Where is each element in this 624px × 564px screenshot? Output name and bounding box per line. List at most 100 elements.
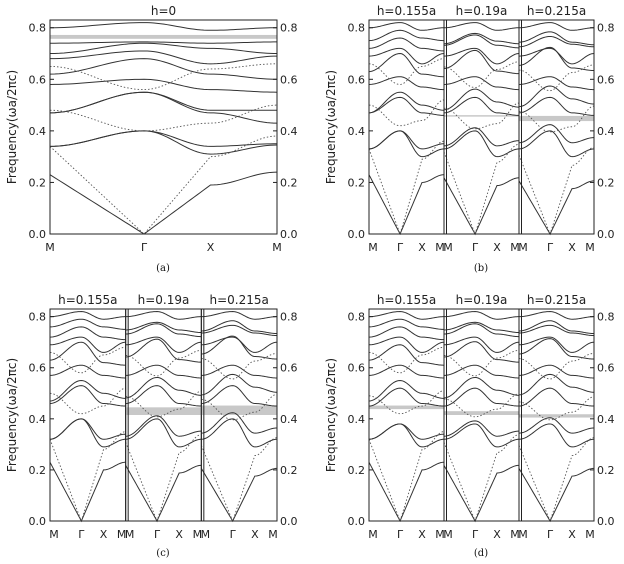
x-tick-label: M	[443, 528, 453, 541]
y-tick-label-right: 0.4	[280, 125, 298, 138]
y-tick-label-right: 0.6	[597, 73, 615, 86]
band-line	[368, 318, 445, 330]
subplot-title: h=0.215a	[527, 4, 586, 18]
subplot-title: h=0.19a	[456, 4, 508, 18]
band-line	[125, 349, 202, 377]
band-line	[125, 336, 202, 353]
band-line	[443, 423, 520, 448]
band-line	[368, 423, 445, 440]
band-line	[49, 42, 278, 55]
band-line	[200, 467, 278, 523]
x-tick-label: X	[418, 241, 426, 254]
band-line	[368, 91, 445, 114]
y-tick-label: 0.4	[348, 413, 366, 426]
y-tick-label: 0.0	[348, 228, 366, 241]
subplot-frame	[518, 19, 595, 235]
y-tick-label: 0.8	[348, 311, 366, 324]
y-tick-label-right: 0.8	[597, 311, 615, 324]
band-line	[368, 174, 445, 236]
band-line	[443, 336, 520, 353]
x-tick-label: M	[435, 241, 445, 254]
band-line	[49, 431, 126, 523]
band-line	[49, 171, 278, 235]
band-line	[368, 346, 445, 374]
y-tick-label: 0.4	[29, 413, 47, 426]
y-tick-label-right: 0.2	[597, 464, 615, 477]
band-line	[49, 380, 126, 402]
subplot-frame	[518, 308, 595, 522]
band-line	[518, 417, 595, 434]
band-line	[49, 341, 126, 366]
band-line	[443, 464, 520, 523]
band-line	[518, 35, 595, 48]
x-tick-label: M	[435, 528, 445, 541]
band-line	[368, 53, 445, 78]
band-line	[443, 22, 520, 31]
y-axis-label: Frequency(ωa/2πc)	[324, 358, 338, 472]
band-line	[125, 418, 202, 448]
band-line	[518, 22, 595, 31]
y-tick-label: 0.8	[29, 22, 47, 35]
band-line	[518, 320, 595, 335]
band-line	[49, 346, 126, 374]
band-line	[518, 387, 595, 407]
x-tick-label: Γ	[78, 528, 85, 541]
x-tick-label: X	[568, 528, 576, 541]
band-line	[518, 324, 595, 337]
band-line	[518, 76, 595, 91]
band-line	[518, 423, 595, 448]
x-tick-label: M	[117, 528, 127, 541]
band-line	[518, 85, 595, 108]
band-line	[443, 387, 520, 407]
band-line	[368, 99, 445, 127]
y-tick-label: 0.2	[29, 176, 47, 189]
y-tick-label: 0.0	[29, 515, 47, 528]
band-line	[201, 311, 278, 320]
y-tick-label: 0.8	[348, 22, 366, 35]
y-tick-label-right: 0.4	[597, 125, 615, 138]
band-gap	[50, 34, 277, 39]
y-tick-label-right: 0.4	[280, 413, 298, 426]
subplot-title: h=0.19a	[138, 293, 190, 307]
band-line	[443, 311, 520, 320]
band-line	[518, 47, 595, 65]
subplot-title: h=0	[151, 4, 176, 18]
subplot-title: h=0.19a	[456, 293, 508, 307]
band-line	[368, 47, 445, 65]
band-gap	[444, 115, 519, 117]
band-line	[518, 437, 595, 523]
x-tick-label: M	[201, 528, 211, 541]
subplot-frame	[200, 308, 278, 522]
subplot-frame	[443, 19, 520, 235]
x-tick-label: M	[368, 528, 378, 541]
band-line	[518, 96, 595, 116]
band-line	[49, 336, 126, 353]
band-line	[125, 464, 202, 523]
y-tick-label: 0.2	[348, 464, 366, 477]
x-tick-label: Γ	[547, 528, 554, 541]
band-line	[49, 418, 126, 440]
band-line	[443, 34, 520, 49]
panel-0: h=0M Γ X M0.0 0.00.2 0.20.4 0.40.6 0.60.8 0.8Fre…	[5, 4, 298, 274]
band-line	[49, 311, 126, 320]
x-tick-label: X	[100, 528, 108, 541]
x-tick-label: Γ	[230, 528, 237, 541]
y-axis-label: Frequency(ωa/2πc)	[5, 358, 19, 472]
panel-caption: (a)	[156, 263, 170, 274]
y-tick-label: 0.6	[29, 362, 47, 375]
band-line	[518, 364, 595, 379]
x-tick-label: Γ	[397, 528, 404, 541]
band-line	[368, 29, 445, 42]
y-tick-label: 0.4	[348, 125, 366, 138]
band-line	[201, 320, 278, 335]
y-tick-label: 0.0	[29, 228, 47, 241]
panel-caption: (b)	[474, 263, 488, 274]
band-line	[368, 364, 445, 379]
y-tick-label-right: 0.8	[597, 22, 615, 35]
x-tick-label: X	[493, 241, 501, 254]
y-tick-label: 0.6	[29, 73, 47, 86]
band-line	[443, 341, 520, 363]
band-line	[443, 102, 520, 130]
